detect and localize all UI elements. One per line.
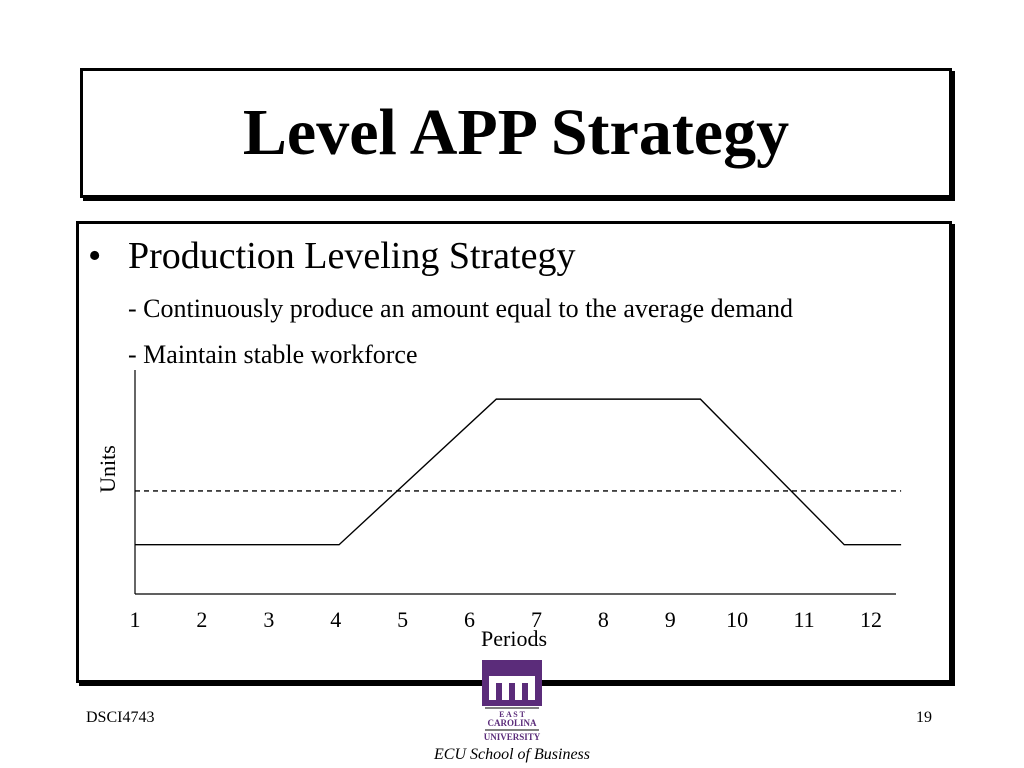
- course-code: DSCI4743: [86, 709, 155, 726]
- logo-text-line: CAROLINA: [487, 718, 537, 728]
- x-tick-label: 8: [598, 607, 609, 632]
- page-number: 19: [916, 709, 932, 726]
- logo-arch-shape: [489, 676, 535, 700]
- x-tick-label: 11: [793, 607, 814, 632]
- logo-caption: ECU School of Business: [434, 746, 590, 763]
- x-tick-label: 1: [130, 607, 141, 632]
- slide-title: Level APP Strategy: [242, 96, 790, 169]
- footer-divider-right: [627, 680, 949, 683]
- sub-point-average-demand: - Continuously produce an amount equal t…: [128, 294, 793, 323]
- logo-text-line: UNIVERSITY: [484, 732, 541, 742]
- x-axis-label: Periods: [481, 626, 547, 651]
- footer-divider-left: [76, 680, 400, 683]
- bullet-marker: •: [88, 235, 102, 277]
- bullet-text: Production Leveling Strategy: [128, 235, 576, 277]
- sub-point-stable-workforce: - Maintain stable workforce: [128, 340, 418, 369]
- x-tick-label: 12: [860, 607, 882, 632]
- x-tick-label: 5: [397, 607, 408, 632]
- logo-text-line: E A S T: [499, 710, 526, 719]
- bullet-item: • Production Leveling Strategy: [88, 234, 575, 278]
- x-tick-label: 3: [263, 607, 274, 632]
- x-tick-label: 9: [665, 607, 676, 632]
- title-box: Level APP Strategy: [80, 68, 952, 198]
- x-tick-label: 6: [464, 607, 475, 632]
- demand-line: [135, 398, 902, 546]
- x-tick-label: 2: [196, 607, 207, 632]
- x-tick-label: 10: [726, 607, 748, 632]
- y-axis-label: Units: [95, 445, 120, 493]
- x-tick-label: 4: [330, 607, 341, 632]
- x-tick-label: 7: [531, 607, 542, 632]
